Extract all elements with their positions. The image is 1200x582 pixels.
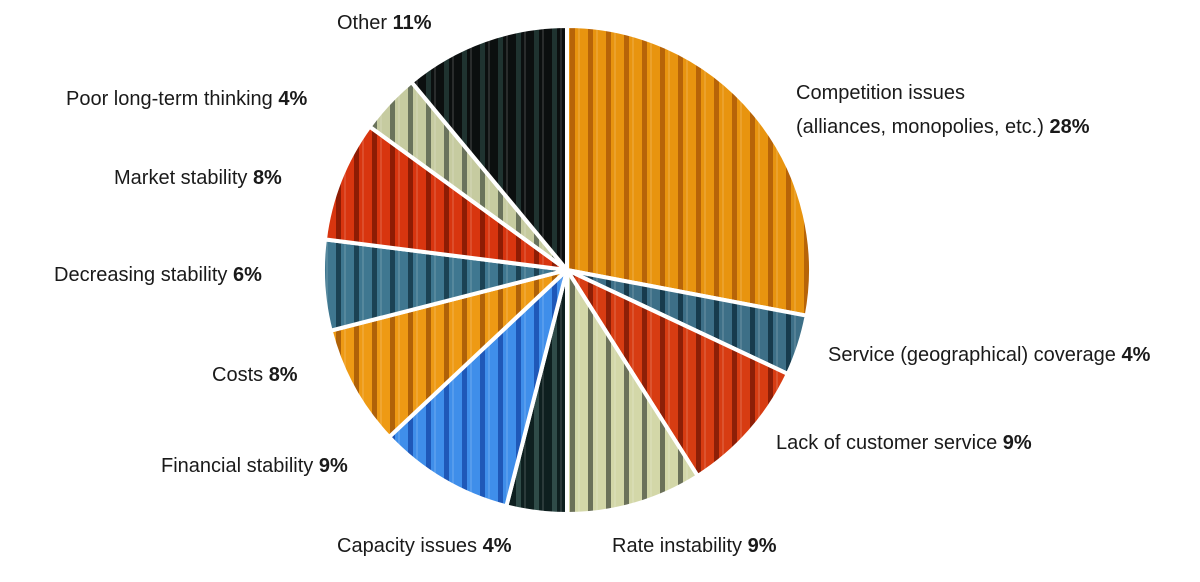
label-poor-long-term-thinking-value: 4% xyxy=(278,88,308,110)
label-competition-issues-value: 28% xyxy=(1049,116,1090,138)
label-decreasing-stability-value: 6% xyxy=(232,264,262,286)
label-service-coverage-value: 4% xyxy=(1121,344,1151,366)
label-market-stability-value: 8% xyxy=(252,167,282,189)
pie-slices xyxy=(321,24,813,516)
label-lack-of-customer-service-value: 9% xyxy=(1002,432,1032,454)
label-costs-text: Costs xyxy=(212,364,264,386)
label-financial-stability: Financial stability 9% xyxy=(161,454,348,478)
slice-lack-of-customer-service xyxy=(565,268,790,479)
label-costs: Costs 8% xyxy=(212,363,298,387)
label-rate-instability: Rate instability 9% xyxy=(612,534,777,558)
label-other-value: 11% xyxy=(392,12,432,34)
slice-other xyxy=(409,24,569,272)
slice-market-stability xyxy=(322,124,569,272)
label-poor-long-term-thinking-text: Poor long-term thinking xyxy=(66,88,273,110)
label-capacity-issues: Capacity issues 4% xyxy=(337,534,512,558)
label-decreasing-stability: Decreasing stability 6% xyxy=(54,263,262,287)
label-decreasing-stability-text: Decreasing stability xyxy=(54,264,228,286)
label-competition-issues-text2: (alliances, monopolies, etc.) xyxy=(796,116,1044,138)
slice-competition-issues xyxy=(565,24,813,318)
label-lack-of-customer-service: Lack of customer service 9% xyxy=(776,431,1032,455)
label-service-coverage-text: Service (geographical) coverage xyxy=(828,344,1116,366)
slice-financial-stability xyxy=(387,268,569,509)
label-capacity-issues-text: Capacity issues xyxy=(337,535,478,557)
label-capacity-issues-value: 4% xyxy=(482,535,512,557)
label-financial-stability-text: Financial stability xyxy=(161,455,314,477)
label-market-stability: Market stability 8% xyxy=(114,166,282,190)
label-other-text: Other xyxy=(337,12,388,34)
slice-rate-instability xyxy=(565,268,700,516)
label-service-coverage: Service (geographical) coverage 4% xyxy=(828,343,1150,367)
label-lack-of-customer-service-text: Lack of customer service xyxy=(776,432,998,454)
label-competition-issues: Competition issues (alliances, monopolie… xyxy=(796,76,1089,144)
label-costs-value: 8% xyxy=(268,364,298,386)
label-poor-long-term-thinking: Poor long-term thinking 4% xyxy=(66,87,307,111)
label-market-stability-text: Market stability xyxy=(114,167,248,189)
label-financial-stability-value: 9% xyxy=(318,455,348,477)
label-rate-instability-text: Rate instability xyxy=(612,535,743,557)
label-competition-issues-text: Competition issues xyxy=(796,82,965,104)
slice-costs xyxy=(328,268,569,440)
label-other: Other 11% xyxy=(337,11,432,35)
label-rate-instability-value: 9% xyxy=(747,535,777,557)
